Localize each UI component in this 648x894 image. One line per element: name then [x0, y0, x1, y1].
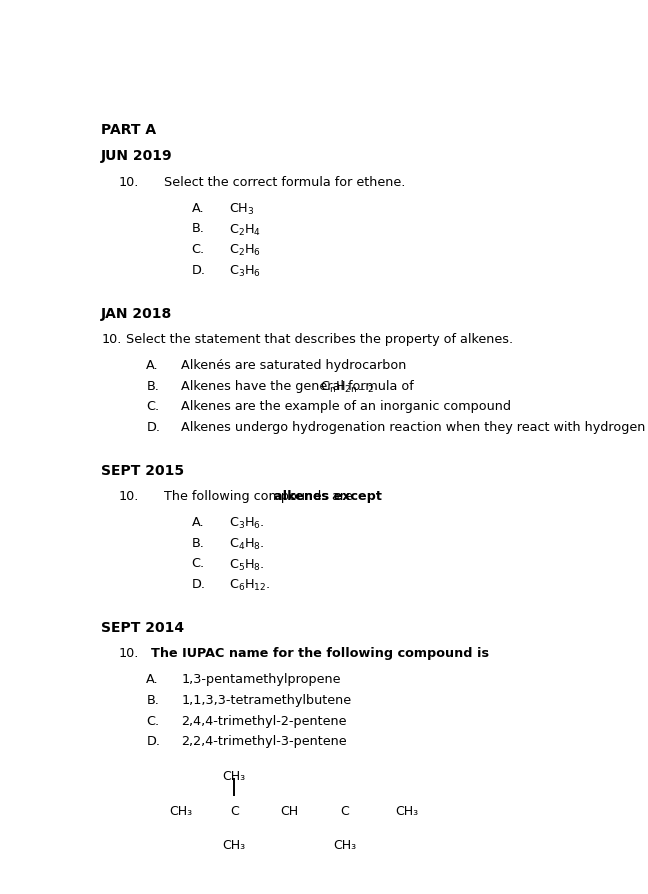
Text: C.: C. [146, 713, 159, 727]
Text: 2,4,4-trimethyl-2-pentene: 2,4,4-trimethyl-2-pentene [181, 713, 347, 727]
Text: Alkenes undergo hydrogenation reaction when they react with hydrogen gas: Alkenes undergo hydrogenation reaction w… [181, 420, 648, 434]
Text: D.: D. [146, 734, 160, 747]
Text: JAN 2018: JAN 2018 [101, 307, 172, 320]
Text: SEPT 2015: SEPT 2015 [101, 463, 184, 477]
Text: 10.: 10. [119, 489, 139, 502]
Text: C.: C. [192, 557, 205, 569]
Text: C: C [230, 804, 238, 816]
Text: CH: CH [281, 804, 299, 816]
Text: Select the statement that describes the property of alkenes.: Select the statement that describes the … [126, 333, 513, 345]
Text: CH₃: CH₃ [223, 838, 246, 851]
Text: 10.: 10. [119, 646, 139, 659]
Text: Select the correct formula for ethene.: Select the correct formula for ethene. [164, 175, 405, 189]
Text: D.: D. [146, 420, 160, 434]
Text: B.: B. [146, 693, 159, 706]
Text: CH₃: CH₃ [223, 769, 246, 782]
Text: $\mathregular{C_2H_6}$: $\mathregular{C_2H_6}$ [229, 243, 261, 258]
Text: CH₃: CH₃ [333, 838, 356, 851]
Text: A.: A. [146, 672, 159, 686]
Text: Alkenes are the example of an inorganic compound: Alkenes are the example of an inorganic … [181, 400, 511, 413]
Text: C.: C. [146, 400, 159, 413]
Text: C: C [340, 804, 349, 816]
Text: The following compounds are: The following compounds are [164, 489, 356, 502]
Text: A.: A. [146, 358, 159, 372]
Text: $\mathregular{CH_3}$: $\mathregular{CH_3}$ [229, 201, 255, 216]
Text: SEPT 2014: SEPT 2014 [101, 620, 184, 634]
Text: 10.: 10. [101, 333, 121, 345]
Text: $\mathregular{C_5H_8.}$: $\mathregular{C_5H_8.}$ [229, 557, 264, 572]
Text: 1,3-pentamethylpropene: 1,3-pentamethylpropene [181, 672, 341, 686]
Text: alkenes except: alkenes except [273, 489, 382, 502]
Text: PART A: PART A [101, 123, 156, 137]
Text: Alkenés are saturated hydrocarbon: Alkenés are saturated hydrocarbon [181, 358, 407, 372]
Text: $\mathregular{C_2H_4}$: $\mathregular{C_2H_4}$ [229, 223, 261, 237]
Text: $\mathregular{C_4H_8.}$: $\mathregular{C_4H_8.}$ [229, 536, 264, 552]
Text: $\mathregular{C_6H_{12}.}$: $\mathregular{C_6H_{12}.}$ [229, 578, 270, 593]
Text: Alkenes have the general formula of: Alkenes have the general formula of [181, 379, 418, 392]
Text: $\mathregular{C_3H_6}$: $\mathregular{C_3H_6}$ [229, 264, 261, 279]
Text: CH₃: CH₃ [169, 804, 192, 816]
Text: D.: D. [192, 578, 205, 590]
Text: $\mathregular{C_3H_6.}$: $\mathregular{C_3H_6.}$ [229, 516, 264, 530]
Text: 10.: 10. [119, 175, 139, 189]
Text: B.: B. [192, 223, 204, 235]
Text: JUN 2019: JUN 2019 [101, 149, 173, 164]
Text: D.: D. [192, 264, 205, 276]
Text: A.: A. [192, 516, 204, 528]
Text: B.: B. [192, 536, 204, 549]
Text: $\mathregular{C_nH_{2n-2}}$: $\mathregular{C_nH_{2n-2}}$ [320, 379, 374, 394]
Text: 1,1,3,3-tetramethylbutene: 1,1,3,3-tetramethylbutene [181, 693, 352, 706]
Text: CH₃: CH₃ [395, 804, 418, 816]
Text: A.: A. [192, 201, 204, 215]
Text: B.: B. [146, 379, 159, 392]
Text: C.: C. [192, 243, 205, 256]
Text: 2,2,4-trimethyl-3-pentene: 2,2,4-trimethyl-3-pentene [181, 734, 347, 747]
Text: The IUPAC name for the following compound is: The IUPAC name for the following compoun… [151, 646, 489, 659]
